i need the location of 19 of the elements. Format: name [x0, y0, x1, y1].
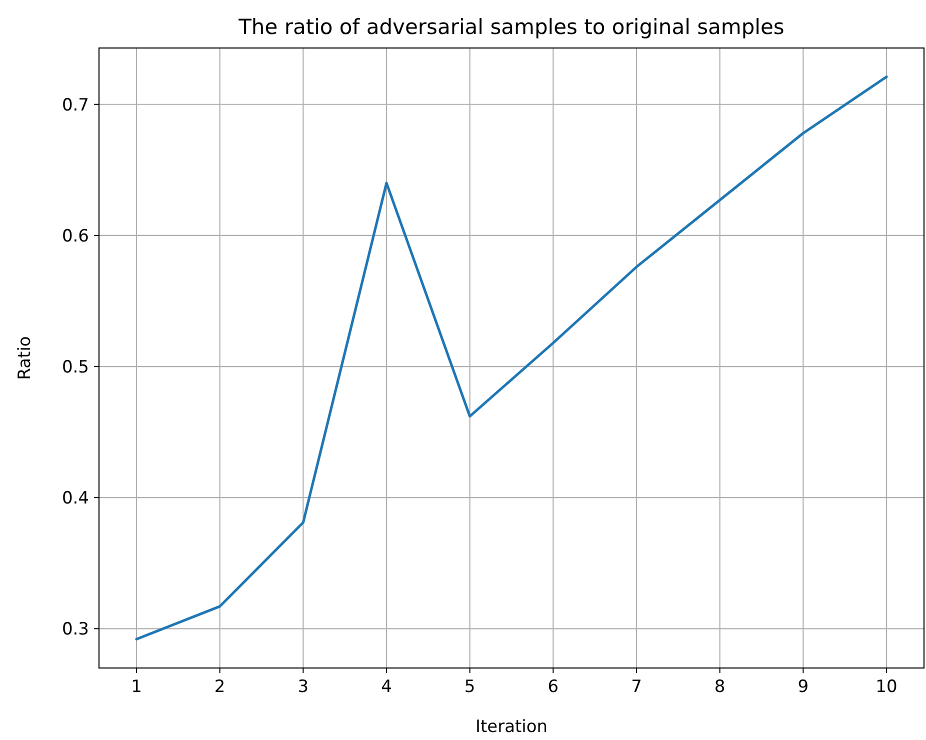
x-axis-title: Iteration [475, 717, 548, 737]
x-tick-label: 8 [714, 677, 726, 697]
y-tick-label: 0.5 [62, 358, 89, 378]
y-tick-label: 0.7 [62, 95, 89, 116]
y-axis-title: Ratio [15, 336, 35, 380]
y-tick-label: 0.6 [62, 226, 89, 246]
x-tick-label: 2 [214, 677, 226, 697]
x-tick-label: 1 [131, 677, 142, 697]
y-tick-label: 0.4 [62, 488, 89, 509]
line-series [135, 76, 888, 640]
x-tick-label: 5 [464, 677, 476, 697]
x-tick-label: 6 [548, 677, 559, 697]
chart-title: The ratio of adversarial samples to original samples [238, 15, 784, 39]
x-tick-label: 3 [298, 677, 309, 697]
x-tick-label: 4 [381, 677, 392, 697]
x-tick-label: 10 [876, 677, 898, 697]
x-tick-label: 9 [798, 677, 809, 697]
y-tick-label: 0.3 [62, 620, 89, 640]
x-tick-label: 7 [631, 677, 642, 697]
